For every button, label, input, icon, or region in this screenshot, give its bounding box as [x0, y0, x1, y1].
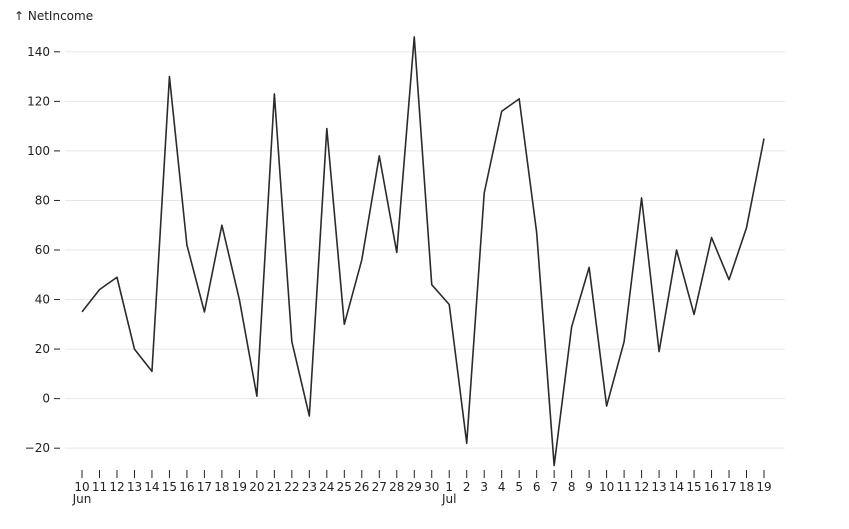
y-tick-label: 120 [27, 94, 50, 108]
x-month-label: Jul [441, 492, 456, 506]
x-tick-label: 18 [739, 480, 754, 494]
x-tick-label: 12 [634, 480, 649, 494]
x-tick-label: 26 [354, 480, 369, 494]
x-tick-label: 24 [319, 480, 334, 494]
y-tick-label: −20 [25, 441, 50, 455]
y-tick-label: 40 [35, 293, 50, 307]
x-tick-label: 15 [686, 480, 701, 494]
x-tick-label: 11 [616, 480, 631, 494]
y-tick-label: 0 [42, 392, 50, 406]
x-tick-label: 23 [302, 480, 317, 494]
x-tick-label: 2 [463, 480, 471, 494]
x-tick-label: 7 [550, 480, 558, 494]
y-tick-label: 20 [35, 342, 50, 356]
x-tick-label: 13 [651, 480, 666, 494]
x-tick-label: 5 [515, 480, 523, 494]
x-tick-label: 14 [669, 480, 684, 494]
y-axis: −20 0 20 40 60 80 100 120 140 [25, 45, 60, 455]
series-line [81, 36, 765, 467]
x-tick-label: 12 [109, 480, 124, 494]
x-tick-label: 17 [721, 480, 736, 494]
x-tick-label: 22 [284, 480, 299, 494]
x-tick-label: 4 [498, 480, 506, 494]
x-axis: 10 11 12 13 14 15 16 17 18 19 20 21 22 23 24 25 26 27 28 29… [72, 470, 772, 506]
x-tick-label: 19 [756, 480, 771, 494]
y-axis-label: ↑ NetIncome [14, 9, 93, 23]
x-tick-label: 27 [372, 480, 387, 494]
x-tick-label: 8 [568, 480, 576, 494]
x-tick-label: 29 [407, 480, 422, 494]
x-tick-label: 11 [92, 480, 107, 494]
x-tick-label: 18 [214, 480, 229, 494]
x-tick-label: 3 [480, 480, 488, 494]
x-tick-label: 13 [127, 480, 142, 494]
x-tick-label: 19 [232, 480, 247, 494]
x-tick-label: 28 [389, 480, 404, 494]
x-tick-label: 1 [445, 480, 453, 494]
x-tick-label: 14 [144, 480, 159, 494]
x-tick-label: 16 [179, 480, 194, 494]
y-tick-label: 140 [27, 45, 50, 59]
series-layer [81, 36, 765, 467]
x-tick-label: 30 [424, 480, 439, 494]
x-tick-label: 9 [585, 480, 593, 494]
x-month-label: Jun [72, 492, 92, 506]
y-tick-label: 60 [35, 243, 50, 257]
x-tick-label: 20 [249, 480, 264, 494]
x-tick-label: 21 [267, 480, 282, 494]
x-tick-label: 25 [337, 480, 352, 494]
y-tick-label: 80 [35, 193, 50, 207]
x-tick-label: 16 [704, 480, 719, 494]
y-tick-label: 100 [27, 144, 50, 158]
x-tick-label: 10 [599, 480, 614, 494]
x-tick-label: 6 [533, 480, 541, 494]
x-tick-label: 15 [162, 480, 177, 494]
x-tick-label: 10 [74, 480, 89, 494]
x-tick-label: 17 [197, 480, 212, 494]
